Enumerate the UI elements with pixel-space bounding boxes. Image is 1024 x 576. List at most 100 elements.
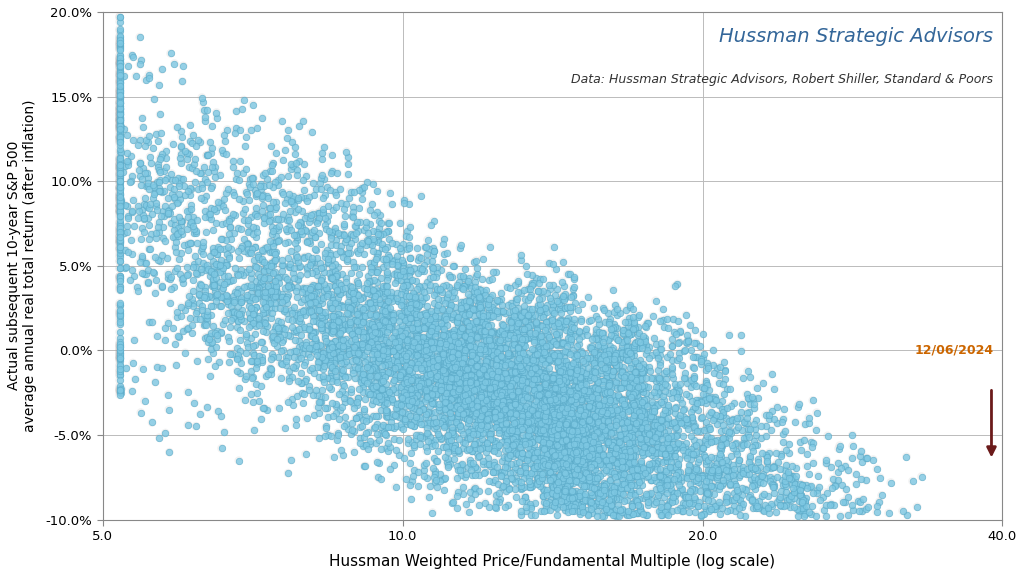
Point: [611, 407, 628, 416]
Point: [313, 341, 330, 350]
Point: [590, 340, 606, 350]
Point: [361, 310, 378, 319]
Point: [635, 463, 651, 472]
Point: [112, 32, 128, 41]
Point: [436, 473, 453, 483]
Point: [290, 220, 306, 229]
Point: [603, 497, 620, 506]
Point: [567, 464, 584, 473]
Point: [341, 292, 357, 301]
Point: [203, 183, 219, 192]
Point: [539, 390, 555, 399]
Point: [307, 346, 324, 355]
Point: [546, 501, 562, 510]
Point: [324, 319, 340, 328]
Point: [474, 254, 490, 263]
Point: [255, 275, 271, 285]
Point: [449, 377, 465, 386]
Point: [354, 339, 371, 348]
Point: [554, 373, 570, 382]
Point: [492, 397, 508, 407]
Point: [152, 186, 168, 195]
Point: [493, 374, 509, 384]
Point: [850, 497, 866, 506]
Point: [564, 323, 581, 332]
Point: [584, 450, 600, 459]
Point: [272, 358, 289, 367]
Point: [582, 376, 598, 385]
Point: [308, 245, 325, 254]
Point: [480, 396, 497, 405]
Point: [696, 494, 713, 503]
Point: [397, 382, 414, 391]
Point: [508, 437, 524, 446]
Point: [538, 378, 554, 387]
Point: [425, 246, 441, 255]
Point: [449, 342, 465, 351]
Point: [440, 344, 457, 354]
Point: [213, 234, 229, 244]
Point: [539, 435, 555, 444]
Point: [419, 353, 435, 362]
Point: [623, 351, 639, 361]
Point: [542, 285, 558, 294]
Point: [633, 427, 649, 436]
Point: [567, 431, 584, 440]
Point: [642, 448, 658, 457]
Point: [343, 286, 359, 295]
Point: [665, 492, 681, 502]
Point: [322, 318, 338, 327]
Point: [512, 483, 528, 492]
Point: [426, 478, 442, 487]
Point: [602, 501, 618, 510]
Point: [549, 478, 565, 487]
Point: [549, 362, 565, 372]
Point: [549, 482, 565, 491]
Point: [761, 411, 777, 420]
Point: [529, 473, 546, 483]
Point: [199, 320, 215, 329]
Point: [797, 509, 813, 518]
Point: [400, 320, 417, 329]
Point: [428, 389, 444, 398]
Point: [495, 482, 511, 491]
Point: [668, 388, 684, 397]
Point: [638, 510, 654, 520]
Point: [658, 353, 675, 362]
Point: [416, 380, 432, 389]
Point: [290, 195, 306, 204]
Point: [699, 380, 716, 389]
Point: [438, 377, 455, 386]
Point: [188, 308, 205, 317]
Point: [596, 343, 612, 353]
Point: [516, 422, 532, 431]
Point: [282, 206, 298, 215]
Point: [730, 473, 746, 482]
Point: [617, 306, 634, 315]
Point: [601, 385, 617, 395]
Point: [347, 374, 364, 383]
Point: [463, 334, 479, 343]
Point: [609, 373, 626, 382]
Point: [384, 377, 400, 386]
Point: [348, 355, 365, 365]
Point: [183, 138, 200, 147]
Point: [418, 339, 434, 348]
Point: [374, 367, 390, 377]
Point: [497, 356, 513, 365]
Point: [304, 363, 321, 372]
Point: [404, 336, 421, 345]
Point: [697, 417, 714, 426]
Point: [537, 304, 553, 313]
Point: [468, 366, 484, 375]
Point: [253, 276, 269, 285]
Point: [508, 433, 524, 442]
Point: [568, 370, 585, 379]
Point: [498, 431, 514, 440]
Point: [256, 273, 272, 282]
Point: [591, 494, 607, 503]
Point: [703, 497, 720, 506]
Point: [343, 336, 359, 346]
Point: [112, 276, 128, 285]
Point: [582, 459, 598, 468]
